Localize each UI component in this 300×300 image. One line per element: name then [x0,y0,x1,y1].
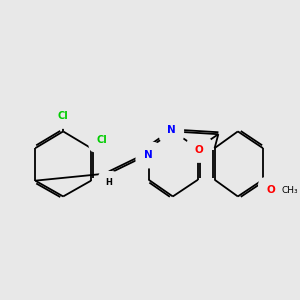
Text: Cl: Cl [96,135,107,145]
Text: O: O [195,145,204,154]
Text: H: H [105,178,112,187]
Text: N: N [144,150,153,160]
Text: O: O [266,185,275,195]
Text: N: N [167,125,176,135]
Text: Cl: Cl [58,111,68,121]
Text: CH₃: CH₃ [281,186,298,195]
